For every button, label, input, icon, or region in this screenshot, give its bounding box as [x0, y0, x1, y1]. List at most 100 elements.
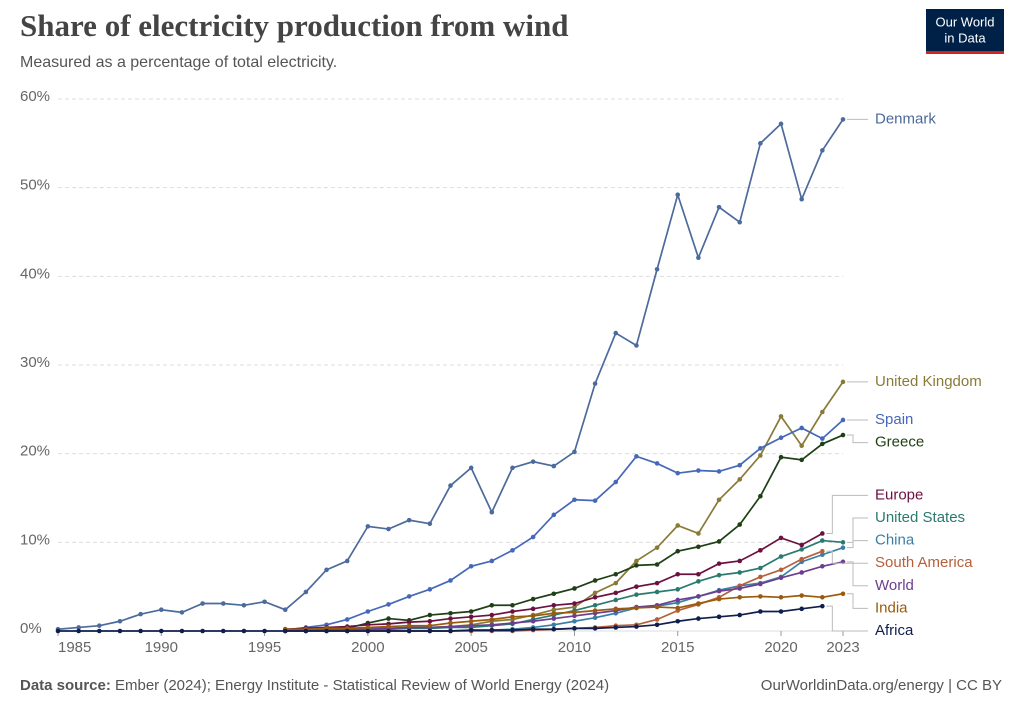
data-point: [448, 578, 453, 583]
data-point: [758, 565, 763, 571]
data-point: [448, 610, 453, 616]
data-point: [758, 581, 763, 587]
data-point: [613, 580, 619, 586]
data-point: [572, 449, 577, 455]
data-point: [489, 558, 495, 564]
data-point: [551, 622, 557, 628]
data-point: [654, 562, 660, 567]
data-point: [820, 409, 825, 415]
data-point: [97, 623, 102, 628]
link[interactable]: OurWorldinData.org/energy | CC BY: [761, 677, 1002, 694]
data-point: [468, 627, 474, 633]
data-point: [778, 535, 784, 541]
data-point: [737, 558, 743, 564]
data-point: [572, 618, 577, 624]
data-point: [427, 623, 433, 628]
data-point: [778, 595, 784, 600]
data-point: [551, 602, 557, 608]
series-label: Denmark: [875, 110, 936, 127]
data-point: [696, 616, 701, 621]
data-point: [510, 614, 515, 620]
data-point: [200, 601, 205, 606]
data-point: [654, 266, 660, 272]
data-point: [468, 614, 474, 620]
data-point: [530, 606, 536, 612]
data-point: [365, 609, 371, 614]
logo-text: in Data: [944, 30, 986, 45]
data-point: [200, 628, 205, 634]
data-point: [592, 590, 598, 596]
data-point: [675, 470, 681, 476]
data-point: [468, 623, 474, 628]
series-label: World: [875, 577, 914, 594]
data-point: [799, 443, 804, 448]
data-point: [613, 571, 619, 577]
data-point: [840, 432, 846, 438]
data-point: [468, 465, 474, 471]
series-line: [285, 561, 844, 631]
data-point: [241, 602, 247, 608]
data-point: [510, 602, 515, 608]
data-point: [696, 468, 701, 473]
data-point: [654, 622, 660, 628]
data-point: [654, 589, 660, 595]
data-point: [737, 462, 743, 468]
data-point: [551, 463, 557, 469]
data-point: [551, 591, 557, 597]
data-point: [737, 477, 743, 482]
data-point: [716, 539, 722, 544]
series-label: Greece: [875, 434, 924, 451]
data-point: [675, 587, 681, 592]
data-point: [592, 602, 598, 608]
data-point: [572, 613, 577, 619]
data-point: [551, 512, 557, 518]
data-point: [634, 343, 639, 348]
data-point: [530, 534, 536, 540]
data-point: [778, 567, 784, 573]
data-point: [820, 548, 825, 554]
data-point: [241, 628, 247, 634]
data-point: [675, 597, 681, 603]
data-point: [262, 599, 267, 605]
label-connector: [847, 561, 868, 587]
series-line: [285, 546, 844, 632]
data-point: [820, 531, 825, 536]
series-line: [285, 434, 844, 632]
series-label: Spain: [875, 411, 913, 428]
data-point: [406, 619, 412, 625]
y-tick-label: 20%: [20, 443, 50, 460]
data-point: [489, 627, 495, 633]
data-point: [448, 620, 453, 626]
data-point: [386, 526, 391, 532]
data-point: [489, 509, 495, 515]
data-point: [758, 141, 763, 146]
label-connector: [847, 434, 868, 444]
series-line: [285, 381, 844, 631]
y-tick-label: 50%: [20, 177, 50, 194]
x-tick-label: 2005: [454, 639, 487, 656]
data-point: [737, 522, 743, 527]
label-connector: [826, 550, 868, 564]
data-point: [634, 563, 639, 568]
data-point: [820, 148, 825, 153]
source: Ember (2024); Energy Institute - Statist…: [115, 677, 609, 694]
series-label: Europe: [875, 486, 923, 503]
logo[interactable]: Our World in Data: [926, 9, 1004, 54]
data-point: [572, 601, 577, 606]
data-point: [820, 552, 825, 558]
data-point: [654, 461, 660, 466]
data-point: [840, 591, 846, 597]
logo-box: [926, 9, 1004, 54]
data-point: [820, 563, 825, 569]
data-point: [551, 616, 557, 621]
data-point: [220, 628, 226, 634]
data-point: [758, 453, 763, 458]
data-point: [592, 626, 598, 631]
data-point: [696, 255, 701, 261]
data-point: [448, 483, 453, 488]
data-point: [613, 597, 619, 603]
data-point: [572, 610, 577, 615]
data-point: [282, 628, 288, 634]
data-point: [386, 628, 391, 634]
